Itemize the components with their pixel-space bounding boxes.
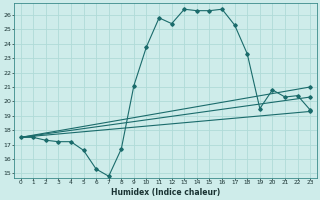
X-axis label: Humidex (Indice chaleur): Humidex (Indice chaleur): [111, 188, 220, 197]
